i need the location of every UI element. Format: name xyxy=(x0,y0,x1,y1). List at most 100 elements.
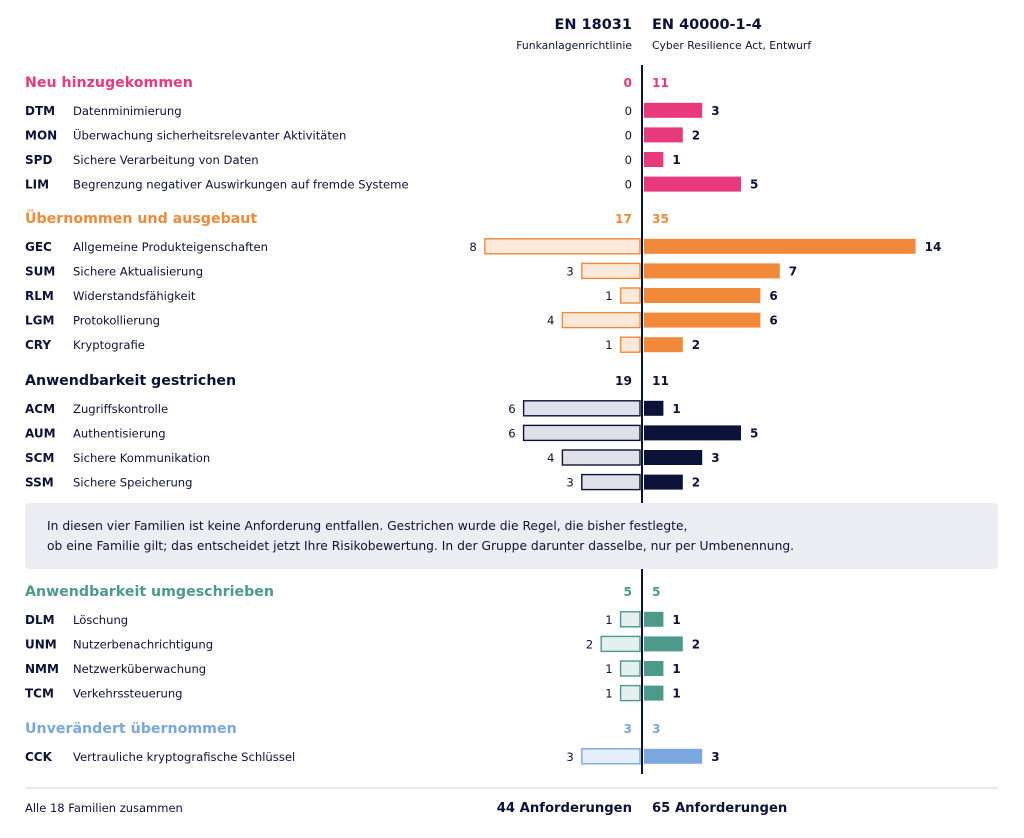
row-name-scm: Sichere Kommunikation xyxy=(73,451,210,465)
right-value-nmm: 1 xyxy=(672,662,680,676)
right-value-dtm: 3 xyxy=(711,104,719,118)
row-code-sum: SUM xyxy=(25,264,55,278)
row-name-spd: Sichere Verarbeitung von Daten xyxy=(73,153,259,167)
row-name-aum: Authentisierung xyxy=(73,426,166,440)
row-name-nmm: Netzwerküberwachung xyxy=(73,662,206,676)
right-bar-lgm xyxy=(644,312,761,328)
right-value-spd: 1 xyxy=(672,153,680,167)
row-code-gec: GEC xyxy=(25,240,52,254)
right-value-cck: 3 xyxy=(711,750,719,764)
left-column-title: EN 18031 xyxy=(554,17,632,33)
row-name-mon: Überwachung sicherheitsrelevanter Aktivi… xyxy=(73,126,346,142)
note-line-2: ob eine Familie gilt; das entscheidet je… xyxy=(47,539,795,553)
row-code-ssm: SSM xyxy=(25,476,54,490)
row-code-unm: UNM xyxy=(25,637,57,651)
left-bar-tcm xyxy=(619,684,641,702)
row-code-dlm: DLM xyxy=(25,613,55,627)
right-bar-dtm xyxy=(644,102,703,118)
row-code-nmm: NMM xyxy=(25,662,59,676)
group-label-anwendbarkeit-gestrichen: Anwendbarkeit gestrichen xyxy=(25,373,236,389)
right-column-title: EN 40000-1-4 xyxy=(652,17,762,33)
right-bar-sum xyxy=(644,263,780,279)
group-right-total: 11 xyxy=(652,76,669,90)
row-code-spd: SPD xyxy=(25,153,52,167)
right-value-aum: 5 xyxy=(750,426,758,440)
left-column-subtitle: Funkanlagenrichtlinie xyxy=(516,39,632,52)
row-code-lgm: LGM xyxy=(25,314,54,328)
right-bar-acm xyxy=(644,400,664,416)
left-bar-lgm xyxy=(561,311,641,329)
right-bar-mon xyxy=(644,127,683,143)
left-bar-aum xyxy=(522,424,641,442)
left-bar-acm xyxy=(522,400,641,417)
row-name-unm: Nutzerbenachrichtigung xyxy=(73,637,213,651)
group-right-total: 11 xyxy=(652,374,669,388)
left-value-mon: 0 xyxy=(625,128,632,142)
right-bar-dlm xyxy=(644,611,664,627)
left-value-lim: 0 xyxy=(625,178,632,192)
right-value-rlm: 6 xyxy=(769,289,777,303)
right-value-acm: 1 xyxy=(672,402,680,416)
footer-label: Alle 18 Familien zusammen xyxy=(25,801,183,815)
row-code-scm: SCM xyxy=(25,451,54,465)
row-name-acm: Zugriffskontrolle xyxy=(73,402,168,416)
right-value-cry: 2 xyxy=(692,338,700,352)
left-value-dtm: 0 xyxy=(625,104,632,118)
left-bar-sum xyxy=(581,262,641,280)
left-value-tcm: 1 xyxy=(605,687,612,701)
row-name-cry: Kryptografie xyxy=(73,338,145,352)
row-name-cck: Vertrauliche kryptografische Schlüssel xyxy=(73,750,295,764)
left-bar-nmm xyxy=(619,660,641,677)
note-line-1: In diesen vier Familien ist keine Anford… xyxy=(47,519,688,533)
left-bar-cck xyxy=(581,748,641,765)
left-value-dlm: 1 xyxy=(605,613,612,627)
group-left-total: 5 xyxy=(624,585,632,599)
right-bar-nmm xyxy=(644,661,664,676)
left-value-unm: 2 xyxy=(586,637,593,651)
left-bar-scm xyxy=(561,449,641,466)
right-value-mon: 2 xyxy=(692,128,700,142)
row-name-lgm: Protokollierung xyxy=(73,314,160,328)
right-value-dlm: 1 xyxy=(672,613,680,627)
left-bar-ssm xyxy=(581,473,641,491)
right-bar-scm xyxy=(644,450,703,465)
row-name-rlm: Widerstandsfähigkeit xyxy=(73,289,196,303)
group-label--bernommen-und-ausgebaut: Übernommen und ausgebaut xyxy=(25,209,257,227)
group-label-neu-hinzugekommen: Neu hinzugekommen xyxy=(25,75,193,91)
footer-right-total: 65 Anforderungen xyxy=(652,801,787,816)
left-bar-unm xyxy=(600,635,641,653)
right-value-ssm: 2 xyxy=(692,476,700,490)
row-code-dtm: DTM xyxy=(25,104,55,118)
right-value-sum: 7 xyxy=(789,264,797,278)
row-name-dtm: Datenminimierung xyxy=(73,104,182,118)
group-label-anwendbarkeit-umgeschrieben: Anwendbarkeit umgeschrieben xyxy=(25,584,274,600)
group-left-total: 19 xyxy=(615,374,632,388)
group-right-total: 3 xyxy=(652,722,660,736)
footer-left-total: 44 Anforderungen xyxy=(497,801,632,816)
group-left-total: 17 xyxy=(615,212,632,226)
row-name-ssm: Sichere Speicherung xyxy=(73,476,193,490)
right-bar-tcm xyxy=(644,685,664,701)
row-name-lim: Begrenzung negativer Auswirkungen auf fr… xyxy=(73,178,409,192)
group-right-total: 5 xyxy=(652,585,660,599)
left-value-rlm: 1 xyxy=(605,289,612,303)
left-bar-cry xyxy=(619,336,641,353)
right-value-tcm: 1 xyxy=(672,687,680,701)
left-value-aum: 6 xyxy=(508,426,515,440)
right-value-lim: 5 xyxy=(750,178,758,192)
right-value-gec: 14 xyxy=(925,240,942,254)
row-name-tcm: Verkehrssteuerung xyxy=(73,687,183,701)
note-box: In diesen vier Familien ist keine Anford… xyxy=(25,503,998,569)
right-bar-rlm xyxy=(644,288,761,303)
row-code-lim: LIM xyxy=(25,178,49,192)
right-value-unm: 2 xyxy=(692,637,700,651)
left-value-cry: 1 xyxy=(605,338,612,352)
row-code-rlm: RLM xyxy=(25,289,54,303)
group-left-total: 3 xyxy=(624,722,632,736)
row-code-tcm: TCM xyxy=(25,687,54,701)
right-bar-spd xyxy=(644,152,664,167)
group-left-total: 0 xyxy=(624,76,632,90)
left-bar-gec xyxy=(484,238,641,255)
